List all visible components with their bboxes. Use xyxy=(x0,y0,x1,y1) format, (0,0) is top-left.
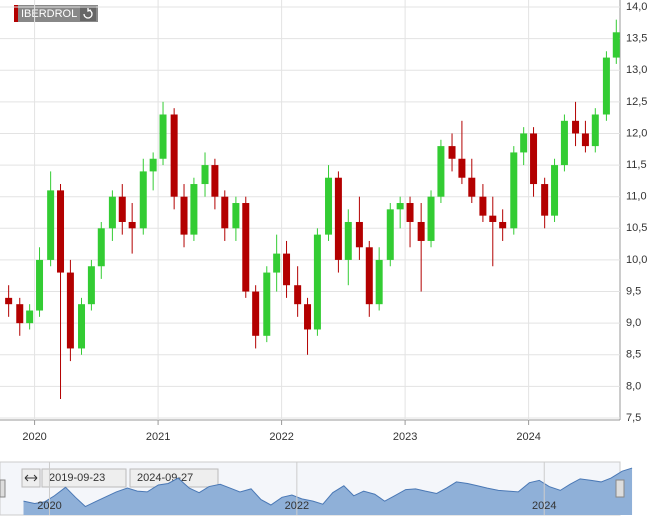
candle-body xyxy=(355,221,363,248)
navigator-handle-left[interactable] xyxy=(0,479,6,498)
candle-body xyxy=(294,285,302,305)
candle-body xyxy=(97,228,105,267)
candle-body xyxy=(108,196,116,229)
candle-body xyxy=(591,114,599,147)
candle-body xyxy=(87,266,95,305)
navigator-tick-label: 2022 xyxy=(285,500,309,512)
candle-body xyxy=(396,203,404,210)
candle-body xyxy=(78,304,86,349)
candle-body xyxy=(66,272,74,349)
x-tick-label: 2022 xyxy=(269,431,293,443)
x-tick-label: 2024 xyxy=(516,431,540,443)
candle-body xyxy=(458,158,466,178)
range-icon xyxy=(24,474,38,482)
x-tick-label: 2020 xyxy=(22,431,46,443)
start-date-box[interactable] xyxy=(41,468,127,488)
badge-marker xyxy=(14,5,18,22)
candle-body xyxy=(313,234,321,330)
y-tick-label: 7,5 xyxy=(626,412,641,424)
start-date: 2019-09-23 xyxy=(49,472,105,484)
candle-body xyxy=(118,196,126,222)
candle-body xyxy=(211,165,219,197)
candle-body xyxy=(57,190,65,273)
y-tick-label: 12,5 xyxy=(626,96,647,108)
candle-body xyxy=(242,203,250,292)
navigator-handle-right[interactable] xyxy=(615,479,625,498)
candle-body xyxy=(499,221,507,229)
candle-body xyxy=(139,171,147,229)
y-tick-label: 9,5 xyxy=(626,285,641,297)
candle-body xyxy=(149,158,157,172)
end-date: 2024-09-27 xyxy=(137,472,193,484)
candle-body xyxy=(375,259,383,305)
candle-body xyxy=(190,184,198,235)
candle-body xyxy=(530,133,538,185)
candle-body xyxy=(344,221,352,260)
y-tick-label: 8,5 xyxy=(626,349,641,361)
candle-body xyxy=(365,247,373,305)
y-tick-label: 10,5 xyxy=(626,222,647,234)
candle-body xyxy=(263,272,271,336)
y-tick-label: 14,0 xyxy=(626,1,647,13)
x-tick-label: 2023 xyxy=(393,431,417,443)
candle-body xyxy=(128,221,136,229)
navigator-line xyxy=(23,467,633,508)
navigator-tick-label: 2020 xyxy=(37,500,61,512)
instrument-name: IBERDROL xyxy=(21,8,77,20)
candle-body xyxy=(36,259,44,311)
candle-body xyxy=(581,133,589,147)
candle-body xyxy=(283,253,291,286)
y-tick-label: 13,0 xyxy=(626,64,647,76)
candle-body xyxy=(334,177,342,260)
y-tick-label: 11,5 xyxy=(626,159,647,171)
y-tick-label: 10,0 xyxy=(626,254,647,266)
refresh-icon xyxy=(83,8,93,19)
candle-body xyxy=(417,221,425,241)
candle-body xyxy=(427,196,435,241)
navigator-tick-label: 2024 xyxy=(532,500,556,512)
candle-body xyxy=(510,152,518,229)
candle-body xyxy=(252,291,260,336)
candle-body xyxy=(325,177,333,235)
candle-body xyxy=(201,165,209,185)
candle-body xyxy=(170,114,178,197)
candle-body xyxy=(159,114,167,159)
candle-body xyxy=(273,253,281,273)
candle-body xyxy=(541,184,549,216)
candle-body xyxy=(386,209,394,260)
candle-body xyxy=(47,190,55,260)
refresh-button[interactable] xyxy=(80,6,96,21)
y-tick-label: 13,5 xyxy=(626,33,647,45)
candle-body xyxy=(612,32,620,58)
candle-body xyxy=(180,196,188,235)
candle-body xyxy=(437,146,445,197)
candle-body xyxy=(468,177,476,197)
candle-body xyxy=(551,165,559,216)
candle-body xyxy=(479,196,487,216)
candle-body xyxy=(560,120,568,166)
plot: 7,5 8,0 8,5 9,0 9,5 10,0 10,5 11,0 11,5 12,0 12,5 1… xyxy=(0,0,647,443)
candle-body xyxy=(448,146,456,159)
y-tick-label: 11,0 xyxy=(626,191,647,203)
candle-body xyxy=(221,196,229,229)
y-tick-label: 8,0 xyxy=(626,380,641,392)
candle-body xyxy=(16,304,24,324)
candle-body xyxy=(304,304,312,330)
candle-body xyxy=(489,215,497,222)
candle-body xyxy=(5,297,13,305)
x-tick-label: 2021 xyxy=(146,431,170,443)
candle-body xyxy=(232,203,240,229)
navigator: 2019-09-23 2024-09-27 2020 2022 2024 xyxy=(0,461,633,516)
candle-body xyxy=(572,120,580,134)
candle-body xyxy=(520,133,528,153)
y-tick-label: 9,0 xyxy=(626,317,641,329)
instrument-badge: IBERDROL xyxy=(14,5,98,22)
candle-body xyxy=(406,203,414,222)
candle-body xyxy=(26,310,34,324)
y-tick-label: 12,0 xyxy=(626,127,647,139)
candle-body xyxy=(602,57,610,115)
